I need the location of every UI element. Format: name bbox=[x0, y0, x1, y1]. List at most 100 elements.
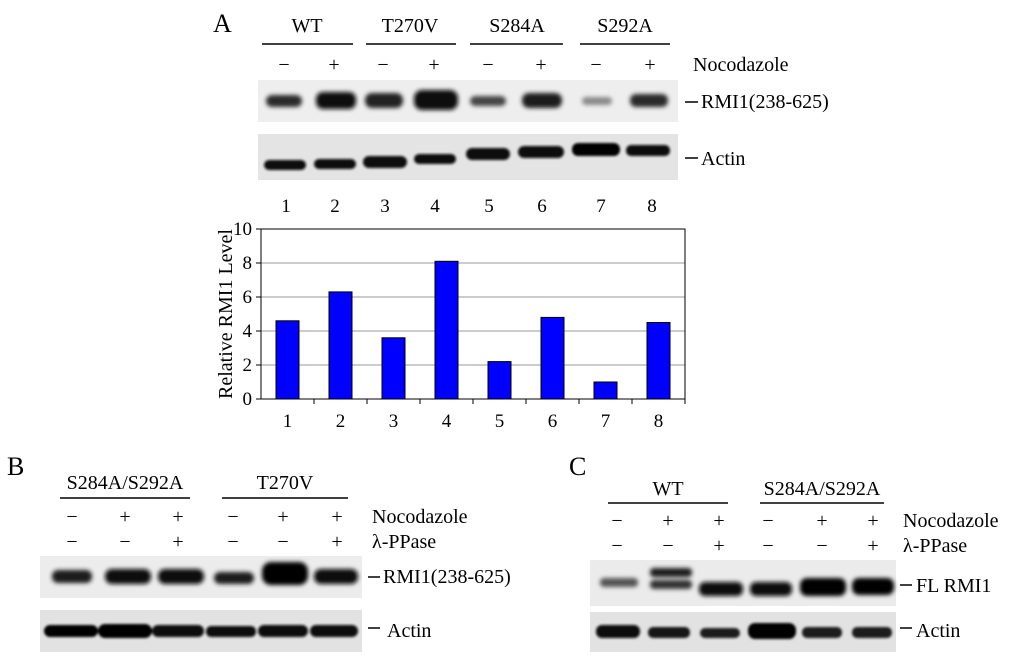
band-c2-lane-5 bbox=[802, 627, 842, 638]
chart-bar-lane-3 bbox=[381, 337, 406, 400]
chart-bar-lane-2 bbox=[328, 291, 353, 400]
sign-a-5: − bbox=[482, 54, 493, 76]
band-c1-lane-3 bbox=[699, 582, 743, 596]
sign-b-r2-2: − bbox=[119, 531, 130, 553]
sign-b-r1-4: − bbox=[227, 506, 238, 528]
band-b1-lane-1 bbox=[52, 570, 92, 583]
panel-b-letter: B bbox=[7, 452, 24, 481]
band-b2-lane-1 bbox=[44, 625, 98, 637]
chart-y-ticks: 0 2 4 6 8 10 bbox=[233, 219, 261, 410]
band-c1-lane-6 bbox=[852, 578, 894, 595]
sign-a-4: + bbox=[428, 54, 439, 76]
sign-c-r2-1: − bbox=[611, 535, 622, 557]
blot-a-rmi1: RMI1(238-625) bbox=[258, 80, 829, 122]
nocodazole-label-b: Nocodazole bbox=[372, 506, 468, 528]
band-a1-lane-3 bbox=[365, 93, 403, 108]
band-a1-lane-5 bbox=[470, 96, 506, 106]
band-a2-lane-7 bbox=[572, 143, 620, 156]
sign-c-r2-4: − bbox=[762, 535, 773, 557]
chart-x-tick-label: 6 bbox=[548, 411, 558, 432]
blot-label-fl-rmi1-c: FL RMI1 bbox=[916, 575, 991, 597]
sign-c-r1-6: + bbox=[867, 510, 878, 532]
blot-c-actin: Actin bbox=[590, 612, 960, 652]
band-c1-lane-1 bbox=[600, 578, 638, 587]
band-c1-lane-5 bbox=[800, 578, 846, 596]
band-a1-lane-7 bbox=[582, 97, 612, 105]
band-c1-lane-4 bbox=[750, 582, 792, 596]
chart-bar-lane-1 bbox=[275, 320, 300, 400]
band-a1-lane-6 bbox=[522, 93, 562, 108]
band-c2-lane-4 bbox=[748, 623, 796, 639]
group-header-t270v-b: T270V bbox=[257, 472, 314, 494]
chart-bars bbox=[275, 260, 671, 400]
chart-bar-lane-5 bbox=[487, 361, 512, 400]
sign-c-r2-3: + bbox=[713, 535, 724, 557]
band-a2-lane-8 bbox=[626, 145, 670, 156]
group-header-t270v: T270V bbox=[382, 15, 439, 37]
band-a2-lane-5 bbox=[466, 148, 510, 160]
band-a2-lane-1 bbox=[264, 160, 306, 170]
band-b1-lane-3 bbox=[158, 569, 204, 584]
chart-x-tick-label: 8 bbox=[654, 411, 664, 432]
band-b1-lane-2 bbox=[105, 569, 151, 584]
band-b1-lane-4 bbox=[214, 572, 254, 584]
band-c2-lane-3 bbox=[700, 628, 740, 638]
chart-x-tick-label: 5 bbox=[495, 411, 505, 432]
lane-number-7: 7 bbox=[596, 196, 606, 217]
sign-c-r2-5: − bbox=[816, 535, 827, 557]
chart-y-tick-label: 2 bbox=[243, 355, 253, 376]
band-a1-lane-4 bbox=[414, 90, 458, 110]
sign-b-r2-3: + bbox=[172, 531, 183, 553]
blot-label-actin-c: Actin bbox=[916, 620, 960, 642]
nocodazole-label-a: Nocodazole bbox=[693, 54, 789, 76]
sign-a-1: − bbox=[278, 54, 289, 76]
band-c1-lane-2b bbox=[650, 580, 692, 589]
sign-b-r2-5: − bbox=[277, 531, 288, 553]
band-a2-lane-2 bbox=[314, 159, 356, 169]
chart-bar-lane-6 bbox=[540, 316, 565, 400]
chart-y-tick-label: 0 bbox=[243, 389, 253, 410]
band-a1-lane-2 bbox=[316, 92, 356, 109]
sign-c-r1-1: − bbox=[611, 510, 622, 532]
blot-b-rmi1: RMI1(238-625) bbox=[40, 556, 511, 598]
sign-c-r1-5: + bbox=[816, 510, 827, 532]
lane-number-6: 6 bbox=[537, 196, 547, 217]
group-header-s284a: S284A bbox=[489, 15, 545, 37]
group-header-s292a: S292A bbox=[597, 15, 653, 37]
chart-x-tick-label: 2 bbox=[336, 411, 346, 432]
sign-b-r2-4: − bbox=[227, 531, 238, 553]
sign-a-3: − bbox=[377, 54, 388, 76]
sign-a-7: − bbox=[590, 54, 601, 76]
band-c2-lane-2 bbox=[648, 627, 690, 638]
blot-label-rmi1-b: RMI1(238-625) bbox=[383, 566, 511, 588]
panel-a-letter: A bbox=[213, 9, 232, 38]
chart-x-tick-label: 4 bbox=[442, 411, 452, 432]
band-c2-lane-1 bbox=[596, 625, 640, 638]
sign-b-r2-6: + bbox=[331, 531, 342, 553]
chart-y-axis-label: Relative RMI1 Level bbox=[215, 229, 237, 399]
panel-a-group-headers: WT T270V S284A S292A bbox=[262, 15, 670, 45]
sign-b-r1-6: + bbox=[331, 506, 342, 528]
sign-a-8: + bbox=[644, 54, 655, 76]
ppase-label-c: λ-PPase bbox=[903, 535, 967, 557]
sign-b-r2-1: − bbox=[66, 531, 77, 553]
band-b2-lane-3 bbox=[152, 625, 204, 637]
band-a2-lane-4 bbox=[414, 154, 456, 164]
sign-b-r1-1: − bbox=[66, 506, 77, 528]
band-b2-lane-5 bbox=[258, 625, 308, 637]
sign-a-2: + bbox=[328, 54, 339, 76]
blot-label-actin-b: Actin bbox=[387, 620, 431, 642]
lane-number-8: 8 bbox=[647, 196, 657, 217]
panel-a: A WT T270V S284A S292A − + − + − + − + N… bbox=[213, 9, 829, 217]
band-a2-lane-6 bbox=[518, 146, 564, 158]
blot-label-rmi1-a: RMI1(238-625) bbox=[701, 91, 829, 113]
sign-c-r1-3: + bbox=[713, 510, 724, 532]
group-header-s284a-s292a-c: S284A/S292A bbox=[764, 478, 881, 500]
chart-bar-lane-8 bbox=[646, 322, 671, 400]
sign-c-r2-2: − bbox=[662, 535, 673, 557]
chart-y-tick-label: 4 bbox=[243, 321, 253, 342]
panel-c: C WT S284A/S292A − + + − + + Nocodazole … bbox=[569, 452, 999, 652]
band-b2-lane-2 bbox=[98, 624, 152, 638]
sign-b-r1-2: + bbox=[119, 506, 130, 528]
